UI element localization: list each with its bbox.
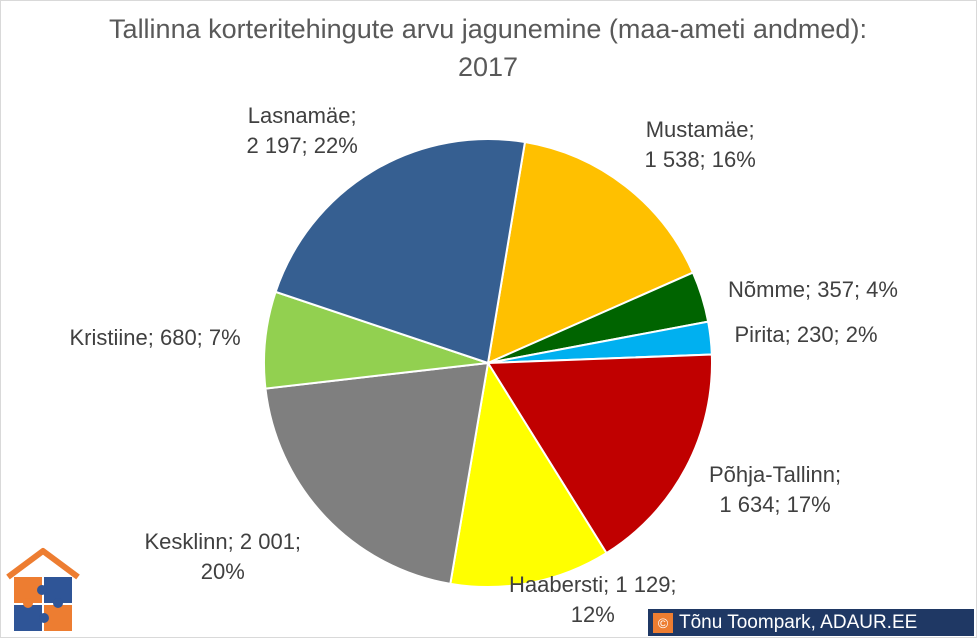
chart-title: Tallinna korteritehingute arvu jagunemin… [109,14,867,82]
slice-label-kristiine: Kristiine; 680; 7% [70,323,241,353]
slice-label-line: 20% [200,559,245,584]
copyright-text: Tõnu Toompark, ADAUR.EE [679,612,918,633]
slice-label-line: Haabersti; 1 129; [509,572,677,597]
copyright-icon: © [653,612,673,633]
pie-slice-mustam-e [486,140,695,365]
copyright-banner: © Tõnu Toompark, ADAUR.EE [648,609,974,636]
slice-label-line: 12% [570,602,615,627]
slice-label-haabersti: Haabersti; 1 129; 12% [509,570,677,630]
slice-label-line: Kristiine; 680; 7% [69,325,241,350]
slice-label-n-mme: Nõmme; 357; 4% [728,275,898,305]
slice-label-line: Kesklinn; 2 001; [144,529,302,554]
slice-label-lasnam-e: Lasnamäe; 2 197; 22% [247,101,358,161]
adaur-logo [6,548,80,631]
slice-label-line: 1 634; 17% [719,492,831,517]
slice-label-p-hja-tallinn: Põhja-Tallinn; 1 634; 17% [709,460,841,520]
slice-label-line: Lasnamäe; [247,103,357,128]
slice-label-line: Mustamäe; [645,117,755,142]
slice-label-line: Nõmme; 357; 4% [728,277,898,302]
slice-label-line: Põhja-Tallinn; [709,462,842,487]
pie-slice-lasnam-e [274,137,527,365]
slice-label-kesklinn: Kesklinn; 2 001; 20% [145,527,302,587]
pie-slice-haabersti [449,360,608,588]
pie-slice-p-hja-tallinn [486,353,713,555]
slice-label-mustam-e: Mustamäe; 1 538; 16% [645,115,756,175]
slice-label-line: Pirita; 230; 2% [734,322,878,347]
slice-label-line: 1 538; 16% [644,147,756,172]
slice-label-pirita: Pirita; 230; 2% [735,320,878,350]
slice-label-line: 2 197; 22% [246,133,358,158]
pie-slice-kesklinn [264,361,490,585]
